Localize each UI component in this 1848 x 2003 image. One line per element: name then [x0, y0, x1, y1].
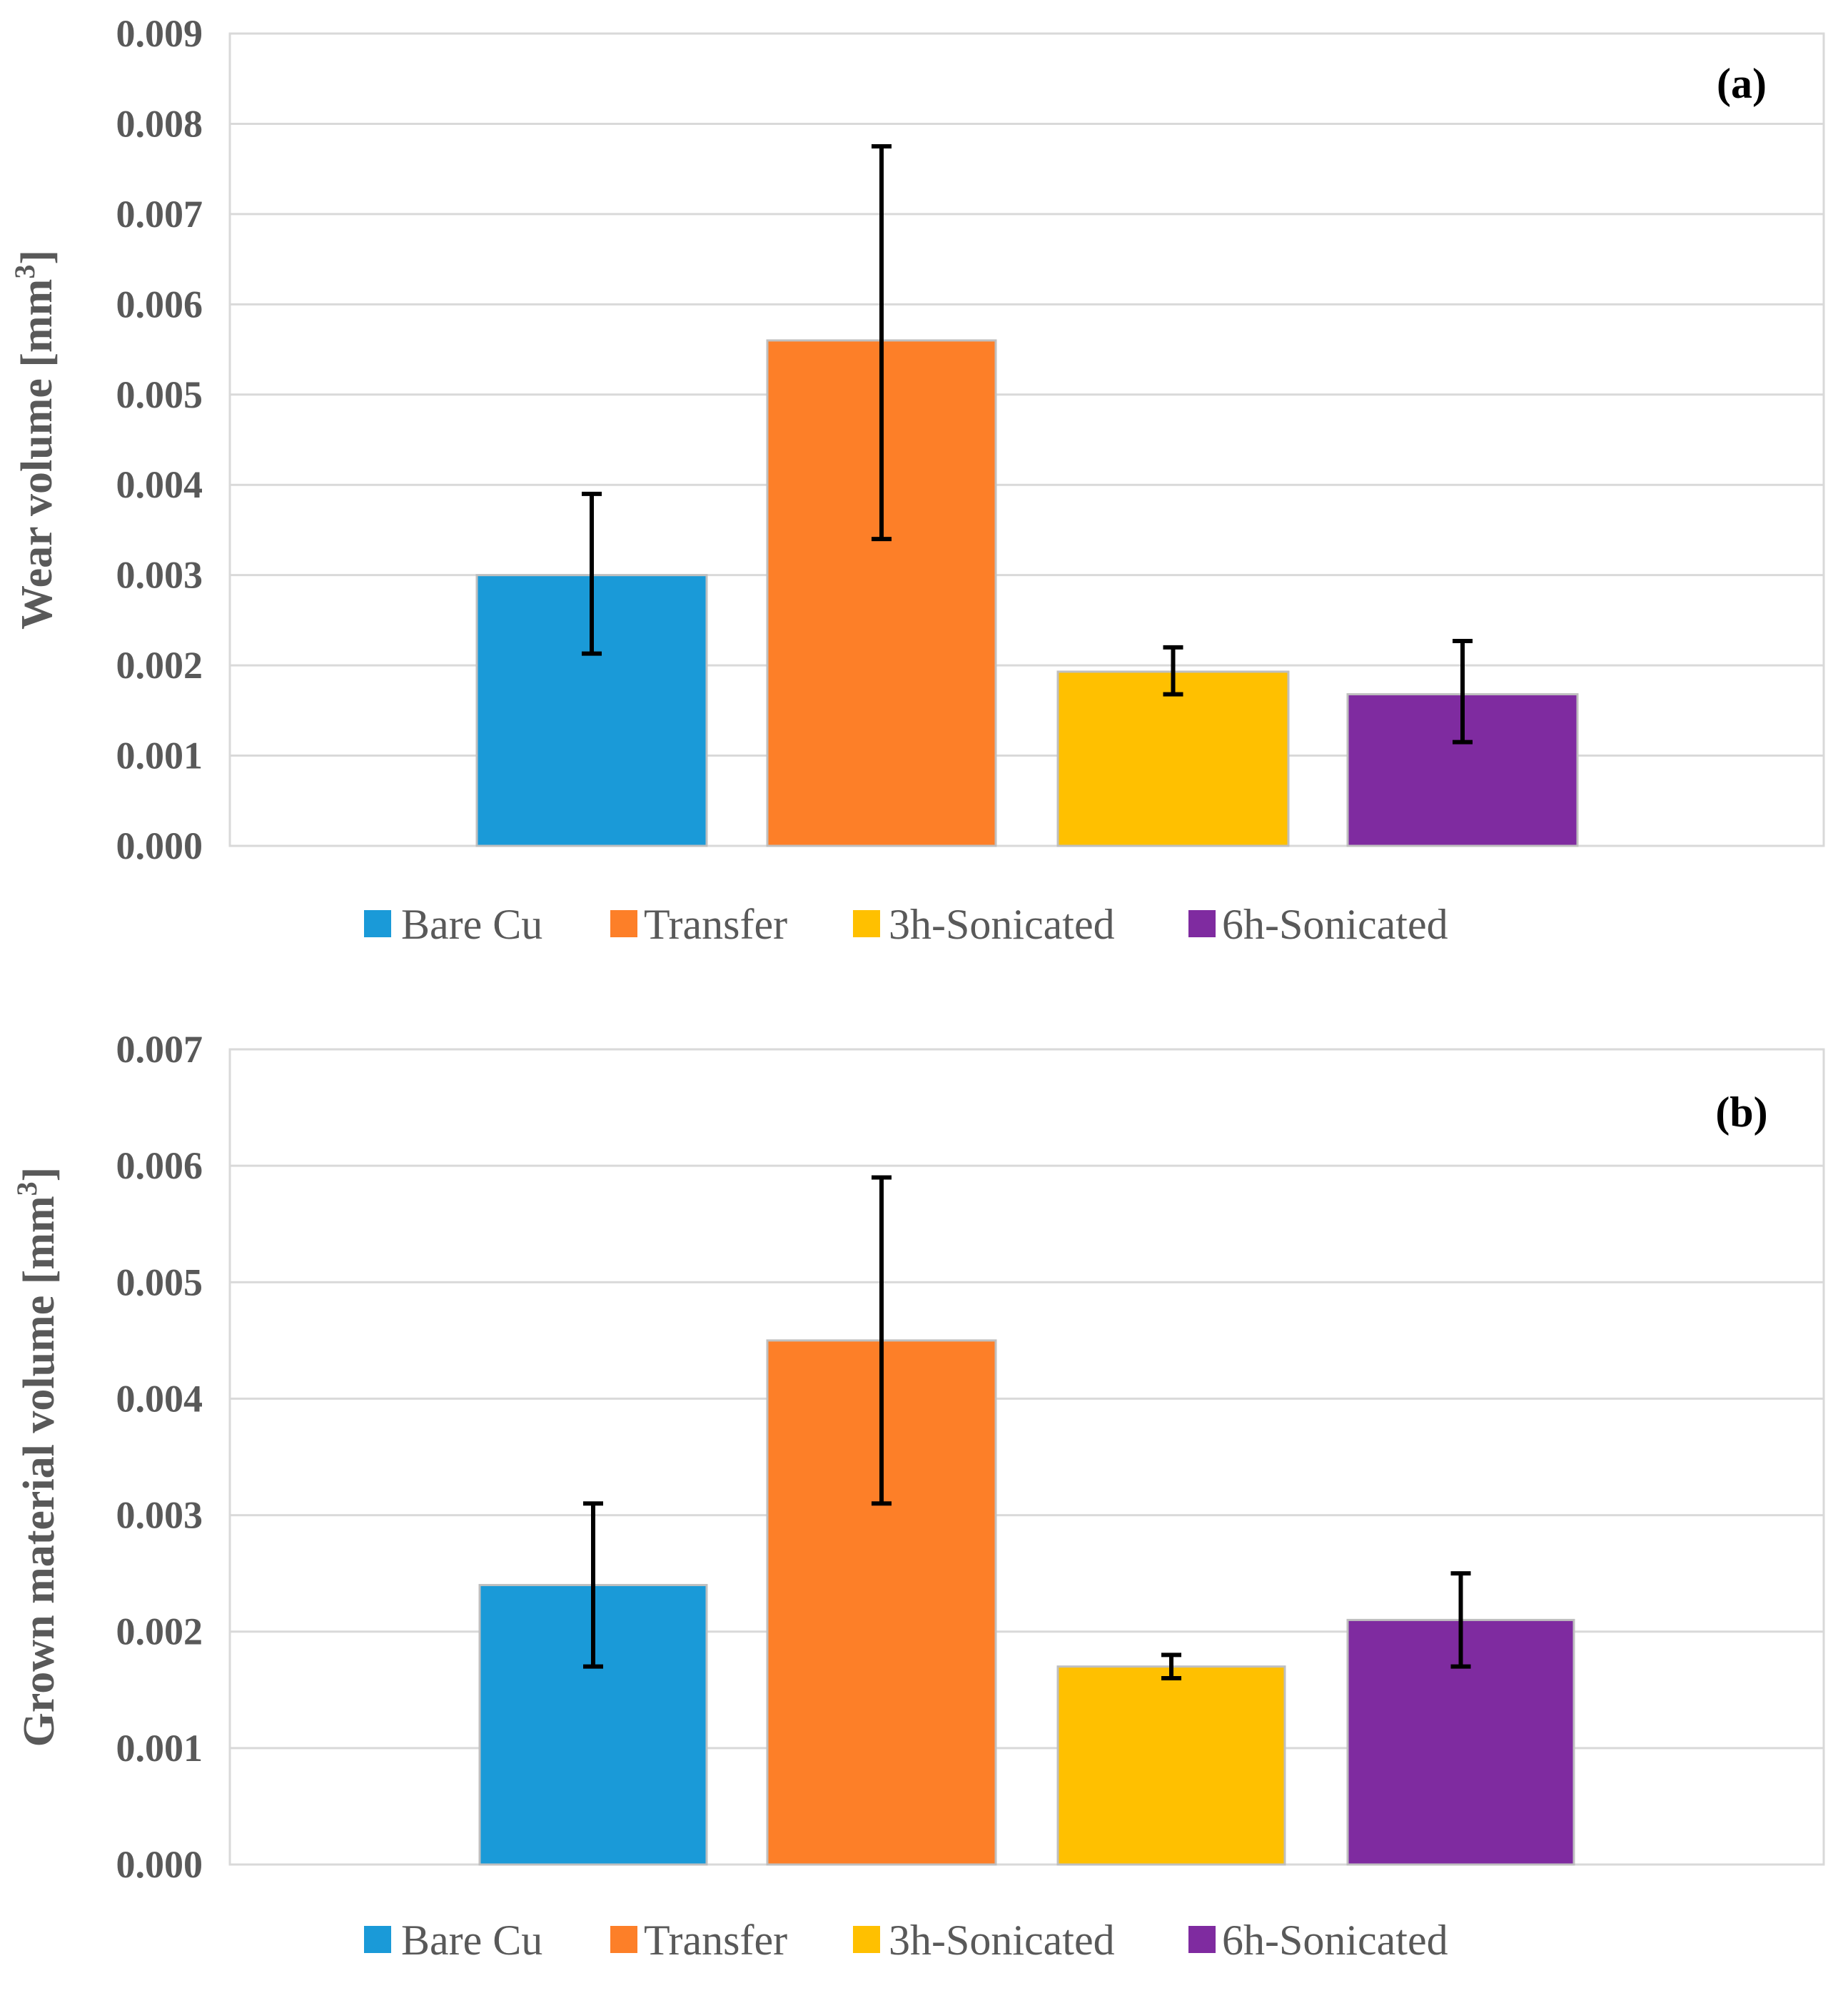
y-tick-label: 0.001 [116, 1727, 203, 1770]
legend-label-transfer: Transfer [644, 901, 787, 948]
y-tick-label: 0.002 [116, 1610, 203, 1653]
y-tick-label: 0.007 [116, 1028, 203, 1071]
bar-3h-sonicated [1056, 1665, 1286, 1866]
y-axis-title: Grown material volume [mm3] [11, 1167, 64, 1747]
error-bar-6h-sonicated [1453, 638, 1473, 745]
panel-label: (b) [1715, 1089, 1767, 1136]
y-axis-title-end: ] [13, 250, 61, 265]
legend-swatch-bare-cu [364, 1926, 391, 1953]
y-tick-label: 0.005 [116, 1261, 203, 1303]
y-axis-title-text: Grown material volume [mm [15, 1196, 64, 1747]
legend: Bare Cu Transfer 3h-Sonicated 6h-Sonicated [364, 1917, 1448, 1964]
y-axis-title-superscript: 3 [9, 265, 41, 279]
y-tick-label: 0.007 [116, 193, 203, 236]
legend-label-6h-sonicated: 6h-Sonicated [1222, 901, 1448, 948]
legend-label-bare-cu: Bare Cu [401, 901, 542, 948]
y-tick-label: 0.003 [116, 554, 203, 597]
plot-area [228, 32, 1825, 847]
y-tick-label: 0.005 [116, 373, 203, 416]
legend-swatch-bare-cu [364, 910, 391, 937]
legend-label-6h-sonicated: 6h-Sonicated [1222, 1917, 1448, 1964]
error-bar-transfer [872, 144, 892, 542]
error-bar-transfer [872, 1175, 892, 1506]
y-tick-label: 0.006 [116, 1144, 203, 1187]
legend-swatch-3h-sonicated [853, 910, 880, 937]
legend-swatch-6h-sonicated [1188, 1926, 1216, 1953]
error-bar-3h-sonicated [1161, 1653, 1181, 1680]
chart-a: 0.000 0.001 0.002 0.003 0.004 0.005 0.006 0.007… [9, 12, 1825, 948]
y-tick-label: 0.004 [116, 1377, 203, 1420]
legend-swatch-3h-sonicated [853, 1926, 880, 1953]
y-tick-label: 0.001 [116, 735, 203, 777]
y-tick-label: 0.000 [116, 824, 203, 867]
legend-swatch-6h-sonicated [1188, 910, 1216, 937]
legend-swatch-transfer [610, 910, 637, 937]
error-bar-3h-sonicated [1163, 645, 1183, 697]
y-axis-title-end: ] [15, 1167, 64, 1182]
error-bar-6h-sonicated [1450, 1571, 1471, 1669]
legend-swatch-transfer [610, 1926, 637, 1953]
chart-b: 0.000 0.001 0.002 0.003 0.004 0.005 0.006 0.007… [11, 1028, 1825, 1964]
legend-label-transfer: Transfer [644, 1917, 787, 1964]
y-axis-title-text: Wear volume [mm [13, 279, 61, 630]
y-tick-label: 0.009 [116, 12, 203, 55]
error-bar-bare-cu [583, 1501, 603, 1669]
legend: Bare Cu Transfer 3h-Sonicated 6h-Sonicated [364, 901, 1448, 948]
bar-3h-sonicated [1056, 670, 1290, 847]
error-bar-bare-cu [582, 491, 602, 656]
y-tick-label: 0.003 [116, 1494, 203, 1537]
legend-label-bare-cu: Bare Cu [401, 1917, 542, 1964]
y-tick-label: 0.000 [116, 1843, 203, 1886]
panel-label: (a) [1717, 60, 1767, 107]
y-axis-title: Wear volume [mm3] [9, 250, 61, 630]
y-tick-label: 0.006 [116, 283, 203, 326]
y-tick-label: 0.008 [116, 102, 203, 145]
legend-label-3h-sonicated: 3h-Sonicated [889, 1917, 1115, 1964]
plot-area [228, 1048, 1825, 1866]
y-tick-label: 0.002 [116, 644, 203, 687]
y-tick-label: 0.004 [116, 463, 203, 506]
y-axis-title-superscript: 3 [11, 1181, 43, 1196]
legend-label-3h-sonicated: 3h-Sonicated [889, 901, 1115, 948]
